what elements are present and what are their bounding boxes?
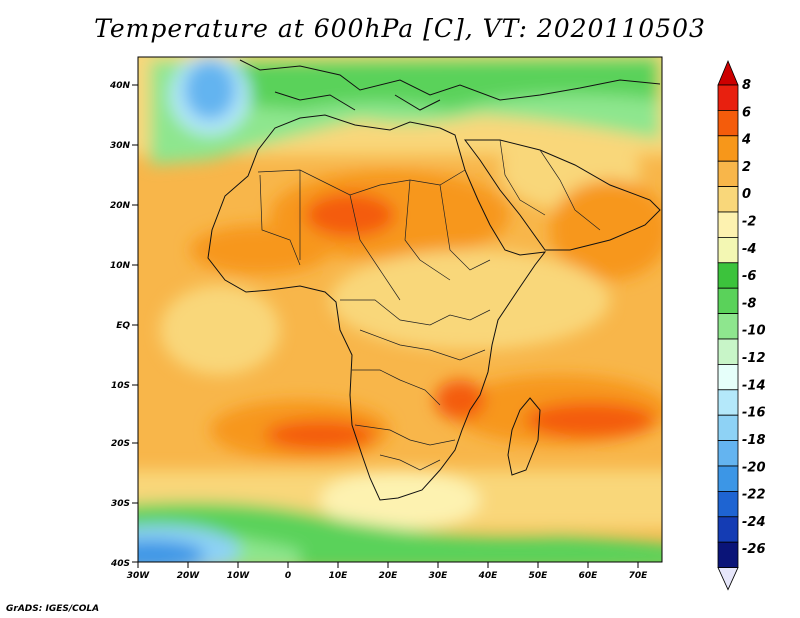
colorbar-box	[717, 389, 739, 416]
colorbar-box	[717, 135, 739, 162]
lat-label-eq: EQ	[116, 321, 130, 331]
lon-label-30w: 30W	[127, 571, 151, 581]
lon-label-30e: 30E	[429, 571, 449, 581]
lon-tick-20w: 20W	[177, 562, 201, 581]
colorbar-box	[717, 414, 739, 442]
lat-label-40n: 40N	[109, 81, 131, 91]
colorbar-box	[717, 110, 739, 137]
lon-tick-10w: 10W	[227, 562, 251, 581]
colorbar-label: -16	[742, 406, 766, 421]
colorbar-box	[717, 313, 739, 340]
colorbar-box	[717, 211, 739, 238]
plot-frame	[137, 56, 663, 563]
lon-tick-40e: 40E	[478, 562, 499, 581]
colorbar-box	[717, 490, 739, 518]
colorbar-label: -22	[742, 488, 766, 503]
lat-tick-eq: EQ	[116, 321, 138, 331]
lon-tick-0: 0	[285, 562, 291, 581]
lat-tick-20n: 20N	[110, 201, 138, 211]
lat-label-40s: 40S	[110, 559, 130, 569]
credit-text: GrADS: IGES/COLA	[6, 604, 100, 614]
lat-label-10n: 10N	[110, 261, 131, 271]
colorbar: 8 6 4 2 0 -2 -4 -6 -8 -10 -12 -14 -16 -18 -20 -22 -24 -26	[717, 59, 766, 591]
lat-label-10s: 10S	[111, 381, 130, 391]
colorbar-box	[717, 84, 739, 111]
colorbar-label: -4	[742, 242, 756, 257]
temperature-field	[138, 57, 662, 562]
lat-tick-40n: 40N	[109, 81, 138, 91]
colorbar-label: -24	[742, 515, 766, 530]
colorbar-top-arrow	[717, 59, 739, 86]
lat-tick-40s: 40S	[110, 559, 138, 569]
lon-tick-60e: 60E	[579, 562, 599, 581]
colorbar-box	[717, 363, 739, 391]
lon-label-20w: 20W	[177, 571, 201, 581]
lon-label-10e: 10E	[329, 571, 349, 581]
lon-tick-20e: 20E	[379, 562, 399, 581]
lat-label-30s: 30S	[111, 499, 130, 509]
colorbar-box	[717, 236, 739, 264]
colorbar-box	[717, 516, 739, 543]
colorbar-box	[717, 262, 739, 289]
lat-tick-30s: 30S	[111, 499, 138, 509]
colorbar-box	[717, 186, 739, 213]
colorbar-label: 8	[742, 78, 751, 93]
lat-label-30n: 30N	[110, 141, 131, 151]
lon-tick-50e: 50E	[529, 562, 549, 581]
colorbar-label: -2	[742, 215, 756, 230]
colorbar-box	[717, 160, 739, 187]
colorbar-box	[717, 338, 739, 365]
colorbar-box	[717, 465, 739, 492]
coastlines	[207, 59, 661, 501]
lon-tick-30e: 30E	[429, 562, 449, 581]
colorbar-label: -8	[742, 296, 756, 311]
colorbar-label: -10	[742, 324, 766, 339]
colorbar-label: 0	[742, 187, 751, 202]
lon-label-20e: 20E	[379, 571, 399, 581]
lat-label-20s: 20S	[111, 439, 130, 449]
country-borders	[257, 139, 601, 471]
lat-label-20n: 20N	[110, 201, 131, 211]
colorbar-label: -20	[742, 460, 766, 475]
lon-label-40e: 40E	[478, 571, 499, 581]
colorbar-bottom-arrow	[717, 567, 739, 591]
colorbar-label: -6	[742, 269, 756, 284]
lon-tick-10e: 10E	[329, 562, 349, 581]
colorbar-label: -26	[742, 542, 766, 557]
lat-tick-10s: 10S	[111, 381, 138, 391]
lon-label-70e: 70E	[629, 571, 649, 581]
colorbar-label: -18	[742, 433, 766, 448]
lat-tick-10n: 10N	[110, 261, 138, 271]
colorbar-box	[717, 541, 739, 569]
lon-label-60e: 60E	[579, 571, 599, 581]
colorbar-box	[717, 287, 739, 315]
colorbar-label: 6	[742, 105, 751, 120]
lon-tick-70e: 70E	[629, 562, 649, 581]
colorbar-box	[717, 440, 739, 467]
lon-label-10w: 10W	[227, 571, 251, 581]
lon-tick-30w: 30W	[127, 562, 151, 581]
lat-tick-30n: 30N	[110, 141, 138, 151]
lon-label-0: 0	[285, 571, 291, 581]
colorbar-label: 4	[741, 133, 751, 148]
lon-label-50e: 50E	[529, 571, 549, 581]
longitude-axis: 30W 20W 10W 0 10E 20E 30E 40E 50E 60E 70…	[127, 562, 648, 581]
map-title: Temperature at 600hPa [C], VT: 202011050…	[94, 14, 706, 43]
colorbar-label: 2	[742, 160, 751, 175]
colorbar-label: -12	[742, 351, 766, 366]
colorbar-label: -14	[742, 378, 766, 393]
latitude-axis: 40N 30N 20N 10N EQ 10S 20S 30S 40S	[109, 81, 138, 569]
lat-tick-20s: 20S	[111, 439, 138, 449]
